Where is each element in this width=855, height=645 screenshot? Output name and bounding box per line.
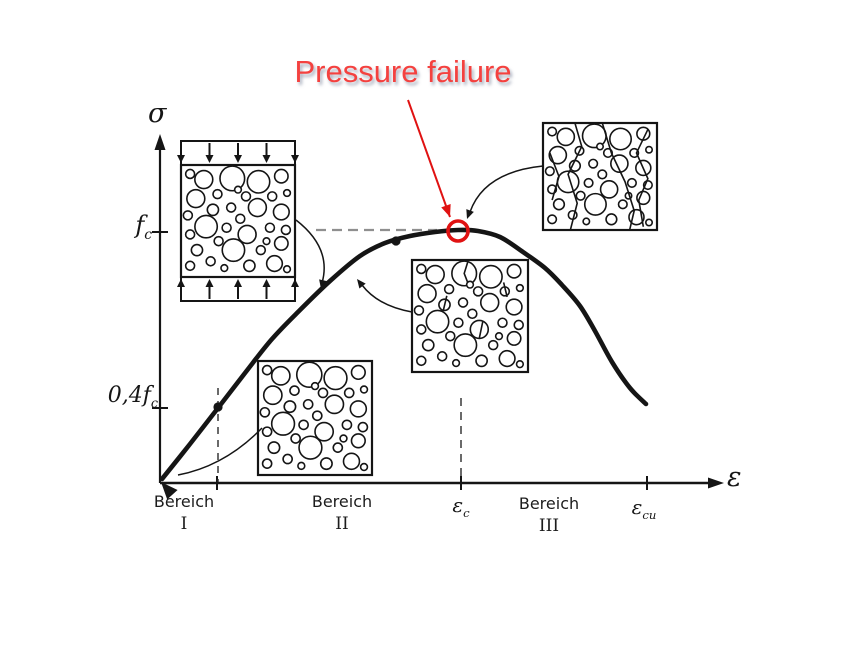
specimen-microcracked-crack-1 — [442, 295, 448, 311]
specimen-loaded-bottom-load-arrow-4 — [291, 279, 299, 287]
axes-group — [152, 134, 724, 490]
fc-tick-label: fc — [96, 211, 152, 243]
y-axis-arrowhead — [154, 134, 166, 150]
curve-point-marker-1 — [391, 236, 401, 246]
specimen-microcracked-aggregates — [413, 261, 525, 369]
region-2-word: Bereich — [311, 492, 373, 511]
specimen-cracked-crack-3 — [549, 152, 560, 201]
specimen-loaded-top-load-arrow-2 — [234, 155, 242, 163]
fc04-tick-label: 0,4fc — [76, 383, 158, 411]
specimen-microcracked-crack-3 — [478, 321, 484, 339]
specimen-microcracked-crack-0 — [463, 262, 469, 283]
failure-point-circle — [446, 219, 470, 243]
specimen-loaded-top-load-arrow-1 — [205, 155, 214, 163]
specimen-loaded-bottom-load-arrow-3 — [262, 279, 271, 287]
leader-arrowhead-3 — [466, 209, 474, 219]
x-axis-arrowhead — [708, 477, 724, 489]
insets-group — [177, 121, 659, 477]
region-1-numeral: I — [180, 514, 188, 534]
specimen-microcracked-crack-2 — [502, 282, 508, 298]
fc-main: f — [135, 211, 145, 239]
region-1-word: Bereich — [153, 492, 215, 511]
leaders-group — [177, 165, 544, 476]
region-label-2: Bereich II — [304, 492, 380, 534]
region-label-3: Bereich III — [511, 494, 587, 536]
specimen-loaded-bottom-load-arrow-2 — [234, 279, 242, 287]
epsilon-c-tick-label: εc — [439, 493, 483, 520]
specimen-loaded — [177, 140, 299, 302]
specimen-loaded-top-load-arrow-4 — [291, 155, 299, 163]
red-annotation-group — [407, 99, 470, 243]
specimen-loaded-top-load-arrow-0 — [177, 155, 185, 163]
region-3-numeral: III — [538, 516, 560, 536]
fc-sub: c — [144, 226, 152, 243]
eps-cu-sub: cu — [642, 508, 657, 522]
leader-line-2 — [361, 284, 413, 313]
pressure-failure-arrow — [407, 99, 451, 218]
eps-cu-main: ε — [631, 495, 643, 519]
sigma-axis-label: σ — [148, 98, 167, 129]
leader-line-3 — [469, 165, 544, 213]
region-label-1: Bereich I — [146, 492, 222, 534]
fc04-sub: c — [150, 396, 158, 412]
specimen-cracked-crack-1 — [601, 124, 636, 229]
leader-line-0 — [177, 427, 263, 476]
specimen-microcracked — [410, 258, 530, 374]
eps-c-sub: c — [463, 506, 470, 520]
region-2-numeral: II — [335, 514, 349, 534]
specimen-intact-aggregates — [259, 362, 369, 472]
curve-origin-arrowhead — [161, 482, 178, 500]
specimen-cracked-crack-0 — [567, 124, 583, 229]
leader-arrowhead-2 — [357, 279, 366, 289]
specimen-cracked-crack-2 — [635, 129, 649, 227]
specimen-loaded-bottom-load-arrow-0 — [177, 279, 185, 287]
pressure-failure-label: Pressure failure — [294, 54, 512, 89]
specimen-cracked — [541, 121, 659, 232]
pressure-failure-arrowhead — [441, 204, 451, 217]
eps-c-main: ε — [452, 493, 464, 517]
region-3-word: Bereich — [518, 494, 580, 513]
leader-line-1 — [295, 219, 325, 284]
specimen-intact — [256, 359, 374, 477]
specimen-loaded-top-load-arrow-3 — [262, 155, 271, 163]
fc04-main: 0,4f — [107, 383, 151, 408]
epsilon-axis-label: ε — [727, 462, 742, 493]
curve-point-marker-0 — [213, 402, 223, 412]
specimen-loaded-aggregates — [182, 166, 292, 274]
epsilon-cu-tick-label: εcu — [618, 495, 670, 522]
specimen-loaded-bottom-load-arrow-1 — [205, 279, 214, 287]
